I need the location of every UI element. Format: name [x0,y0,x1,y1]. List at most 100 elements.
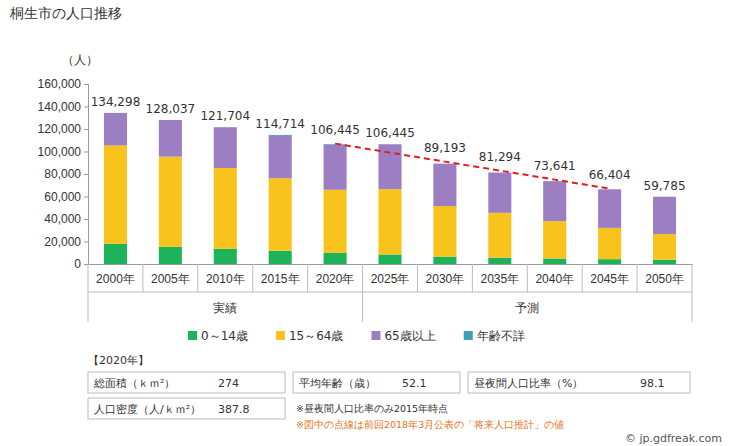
bar [159,120,182,157]
legend-label: 年齢不詳 [477,329,525,343]
legend-label: 0～14歳 [201,329,248,343]
bar [214,168,237,249]
x-tick-label: 2015年 [261,272,300,286]
bar [488,258,511,264]
total-label: 106,445 [365,126,415,140]
total-label: 66,404 [589,168,631,182]
group-divider [363,292,692,293]
bar [543,221,566,258]
bar [214,249,237,264]
bar [433,163,456,164]
total-label: 114,714 [255,117,305,131]
x-tick-label: 2040年 [535,272,574,286]
legend-swatch [276,331,285,340]
bar [378,144,401,189]
x-tick-label: 2025年 [371,272,410,286]
y-tick-mark [84,219,88,220]
bar [598,189,621,190]
x-separator [527,264,528,292]
bar [214,127,237,128]
chart: 桐生市の人口推移（人）020,00040,00060,00080,000100,… [0,0,730,446]
x-separator [88,264,89,322]
bar [543,181,566,221]
info-box [88,372,285,393]
bar [104,112,127,113]
y-tick-label: 120,000 [38,122,82,136]
bar [269,251,292,264]
y-tick-label: 140,000 [38,100,82,114]
y-tick: 160,000 [38,77,88,91]
x-tick: 2040年 [535,264,574,286]
group-label: 実績 [213,301,237,315]
x-tick: 2035年 [480,264,519,286]
bar [378,254,401,264]
x-separator [582,264,583,292]
bar [598,228,621,259]
group-label: 予測 [515,301,539,315]
x-separator [362,264,363,322]
legend-swatch [188,331,197,340]
bar [378,189,401,254]
x-separator [142,264,143,292]
bar [543,258,566,264]
total-label: 134,298 [91,95,141,109]
info-label: 平均年齢（歳） [299,377,376,390]
bar [159,157,182,247]
bar [653,197,676,234]
bar [104,145,127,243]
total-label: 73,641 [534,159,576,173]
x-tick-label: 2035年 [480,272,519,286]
y-tick-mark [84,107,88,108]
bar [159,247,182,264]
total-label: 121,704 [200,109,250,123]
y-axis: 020,00040,00060,00080,000100,000120,0001… [38,77,89,271]
y-tick-label: 100,000 [38,145,82,159]
y-axis-label: （人） [62,53,98,67]
bar [598,259,621,264]
y-tick: 40,000 [44,212,88,226]
x-separator [417,264,418,292]
info-value: 387.8 [218,403,250,416]
x-separator [197,264,198,292]
info-box [88,398,285,419]
y-tick: 120,000 [38,122,88,136]
bar [104,113,127,145]
x-separator [637,264,638,292]
x-tick: 2050年 [645,264,684,286]
bar [598,189,621,228]
bar [433,257,456,264]
x-separator [692,264,693,322]
x-tick-label: 2045年 [590,272,629,286]
x-tick: 2020年 [316,264,355,286]
bar [159,119,182,120]
x-tick: 2025年 [371,264,410,286]
bar [324,253,347,264]
info-label: 総面積（ｋｍ²） [93,377,175,390]
x-tick-label: 2020年 [316,272,355,286]
x-axis: 2000年2005年2010年2015年2020年2025年2030年2035年… [89,264,693,286]
x-separator [252,264,253,292]
y-tick-label: 80,000 [44,167,81,181]
y-tick: 60,000 [44,190,88,204]
total-label: 81,294 [479,150,521,164]
total-label: 89,193 [424,141,466,155]
total-label: 128,037 [146,102,196,116]
y-tick-label: 160,000 [38,77,82,91]
x-tick: 2030年 [426,264,465,286]
bar [488,173,511,213]
bar [104,244,127,264]
legend-label: 15～64歳 [289,329,344,343]
y-tick-label: 40,000 [44,212,81,226]
x-separator [472,264,473,292]
x-tick-label: 2000年 [96,272,135,286]
info-label: 人口密度（人/ｋｍ²） [94,403,201,416]
x-tick: 2045年 [590,264,629,286]
x-tick-label: 2005年 [151,272,190,286]
bar [378,144,401,145]
note: ※図中の点線は前回2018年3月公表の「将来人口推計」の値 [296,419,564,430]
y-tick-mark [84,129,88,130]
bar [653,260,676,264]
bar [433,164,456,206]
x-tick-label: 2050年 [645,272,684,286]
y-tick-mark [84,84,88,85]
